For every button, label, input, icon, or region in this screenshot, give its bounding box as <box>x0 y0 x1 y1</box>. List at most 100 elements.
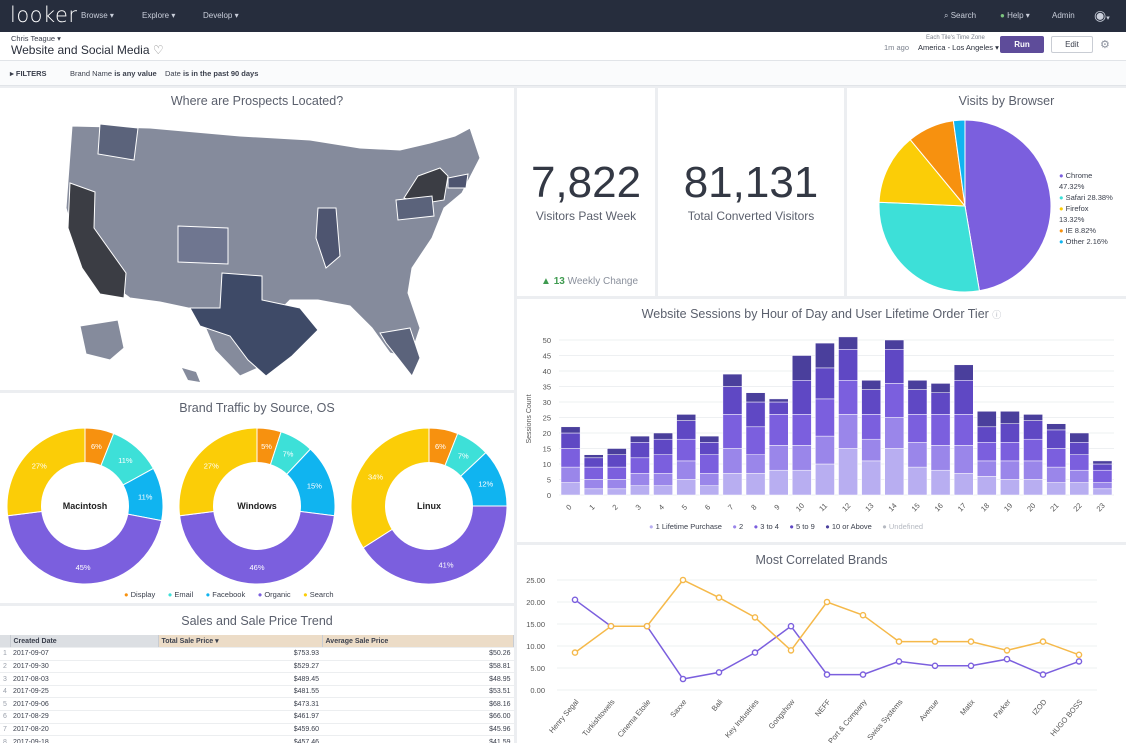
donut-center-label: Macintosh <box>63 501 108 511</box>
filters-toggle[interactable]: ▸ FILTERS <box>10 69 47 78</box>
table-row[interactable]: 7 2017-08-20 $459.60 $45.96 <box>0 723 514 737</box>
y-tick-label: 50 <box>543 336 551 345</box>
edit-button[interactable]: Edit <box>1051 36 1093 53</box>
bar-hour-22-tier-2 <box>1069 454 1090 471</box>
y-tick-label: 40 <box>543 367 551 376</box>
bar-hour-7-tier-2 <box>722 414 743 449</box>
nav-explore[interactable]: Explore ▾ <box>142 11 176 20</box>
table-cell: $481.55 <box>158 685 322 699</box>
x-tick-label: 17 <box>956 501 968 513</box>
browser-tile: Visits by Browser ● Chrome 47.32% ● Safa… <box>847 88 1126 296</box>
table-cell: 2017-09-25 <box>10 685 158 699</box>
bar-hour-12-tier-1 <box>838 414 858 449</box>
table-cell: $753.93 <box>158 647 322 661</box>
bar-hour-16-tier-3 <box>930 392 951 415</box>
weekly-change: ▲ 13 Weekly Change <box>541 276 639 287</box>
bar-hour-13-tier-4 <box>861 380 881 390</box>
table-row[interactable]: 6 2017-08-29 $461.97 $66.00 <box>0 710 514 724</box>
table-cell: 2017-09-06 <box>10 697 158 712</box>
table-cell: 2017-08-29 <box>10 710 158 724</box>
table-cell: 1 <box>0 647 10 661</box>
donut-label: 34% <box>368 473 383 482</box>
line-point-purple-14 <box>1075 658 1083 665</box>
legend-other: ● Other 2.16% <box>1059 237 1108 246</box>
x-tick-label: 20 <box>1025 501 1037 513</box>
bar-hour-15-tier-4 <box>907 380 928 390</box>
bar-hour-20-tier-4 <box>1023 414 1043 421</box>
table-row[interactable]: 5 2017-09-06 $473.31 $68.16 <box>0 697 514 712</box>
x-tick-label: 19 <box>1002 501 1014 513</box>
bar-hour-6-tier-3 <box>699 442 720 455</box>
table-row[interactable]: 3 2017-08-03 $489.45 $48.95 <box>0 672 514 686</box>
table-cell: $529.27 <box>158 660 322 674</box>
info-icon[interactable]: ⓘ <box>992 310 1002 320</box>
last-run: 1m ago <box>884 43 910 52</box>
owner-link[interactable]: Chris Teague ▾ <box>11 34 61 43</box>
nav-browse[interactable]: Browse ▾ <box>81 11 114 20</box>
donut-label: 7% <box>458 452 469 461</box>
bar-hour-21-tier-2 <box>1046 448 1066 468</box>
filter-date[interactable]: Date is in the past 90 days <box>165 69 259 78</box>
state-texas <box>189 272 319 377</box>
col-created-date[interactable]: Created Date <box>10 635 159 649</box>
col-average-sale-price[interactable]: Average Sale Price <box>322 635 514 649</box>
table-row[interactable]: 8 2017-09-18 $457.46 $41.59 <box>0 735 514 743</box>
bar-hour-23-tier-4 <box>1092 460 1113 465</box>
gear-icon[interactable]: ⚙ <box>1100 39 1110 51</box>
y-tick-label: 0 <box>547 491 551 500</box>
map-title: Where are Prospects Located? <box>170 94 344 108</box>
bar-hour-15-tier-3 <box>907 389 928 415</box>
legend-tier-4: ● 5 to 9 <box>789 522 815 531</box>
x-tick-label: Cinema Etoile <box>616 698 653 740</box>
bar-hour-4-tier-2 <box>653 454 673 474</box>
col-total-sale-price[interactable]: Total Sale Price ▾ <box>158 635 323 649</box>
bar-hour-0-tier-3 <box>560 432 581 449</box>
x-tick-label: 18 <box>979 501 991 513</box>
x-tick-label: 1 <box>587 503 596 512</box>
line-point-purple-6 <box>787 622 795 630</box>
top-bar: looker Browse ▾ Explore ▾ Develop ▾ ⌕ Se… <box>0 0 1126 32</box>
x-tick-label: 10 <box>794 501 806 513</box>
bar-hour-2-tier-0 <box>607 488 627 496</box>
bar-hour-12-tier-0 <box>838 448 858 496</box>
table-cell: 2017-09-30 <box>10 660 158 674</box>
line-point-yellow-11 <box>967 638 975 645</box>
x-tick-label: 2 <box>610 503 619 512</box>
y-axis-label: Sessions Count <box>526 394 533 443</box>
bar-hour-4-tier-3 <box>653 438 673 455</box>
nav-develop[interactable]: Develop ▾ <box>203 11 239 20</box>
bar-hour-14-tier-4 <box>884 339 905 350</box>
help-menu[interactable]: ● Help ▾ <box>1000 11 1030 20</box>
sales-table: Created Date Total Sale Price ▾ Average … <box>0 635 514 743</box>
heart-icon[interactable]: ♡ <box>152 43 164 57</box>
x-tick-label: 15 <box>910 501 922 513</box>
browser-legend: ● Chrome 47.32% ● Safari 28.38% ● Firefo… <box>1059 170 1113 247</box>
run-button[interactable]: Run <box>1000 36 1044 53</box>
x-tick-label: 3 <box>634 503 643 512</box>
x-tick-label: 5 <box>680 503 689 512</box>
sort-desc-icon: ▾ <box>215 638 219 646</box>
legend-tier-5: ● 10 or Above <box>825 522 872 531</box>
filter-brand[interactable]: Brand Name is any value <box>70 69 157 78</box>
table-row[interactable]: 2 2017-09-30 $529.27 $58.81 <box>0 660 514 674</box>
user-avatar-icon[interactable]: ◉▾ <box>1094 7 1110 23</box>
timezone-select[interactable]: America - Los Angeles ▾ <box>918 43 999 52</box>
table-row[interactable]: 1 2017-09-07 $753.93 $50.26 <box>0 647 514 661</box>
donut-label: 5% <box>261 442 272 451</box>
search-link[interactable]: ⌕ Search <box>944 11 977 20</box>
table-row[interactable]: 4 2017-09-25 $481.55 $53.51 <box>0 685 514 699</box>
donut-label: 11% <box>138 492 153 501</box>
bar-hour-2-tier-1 <box>607 479 627 490</box>
bar-hour-18-tier-3 <box>977 426 997 443</box>
sales-tile: Sales and Sale Price Trend Created Date … <box>0 606 514 743</box>
legend-tier-2: ● 2 <box>732 522 744 531</box>
looker-logo[interactable]: looker <box>10 3 78 27</box>
table-cell: $66.00 <box>322 710 514 724</box>
admin-link[interactable]: Admin <box>1052 11 1075 20</box>
legend-tier-3: ● 3 to 4 <box>753 522 779 531</box>
bar-hour-23-tier-0 <box>1092 488 1113 496</box>
x-tick-label: 4 <box>657 503 666 512</box>
donut-label: 46% <box>249 563 264 572</box>
line-point-yellow-7 <box>823 598 831 606</box>
